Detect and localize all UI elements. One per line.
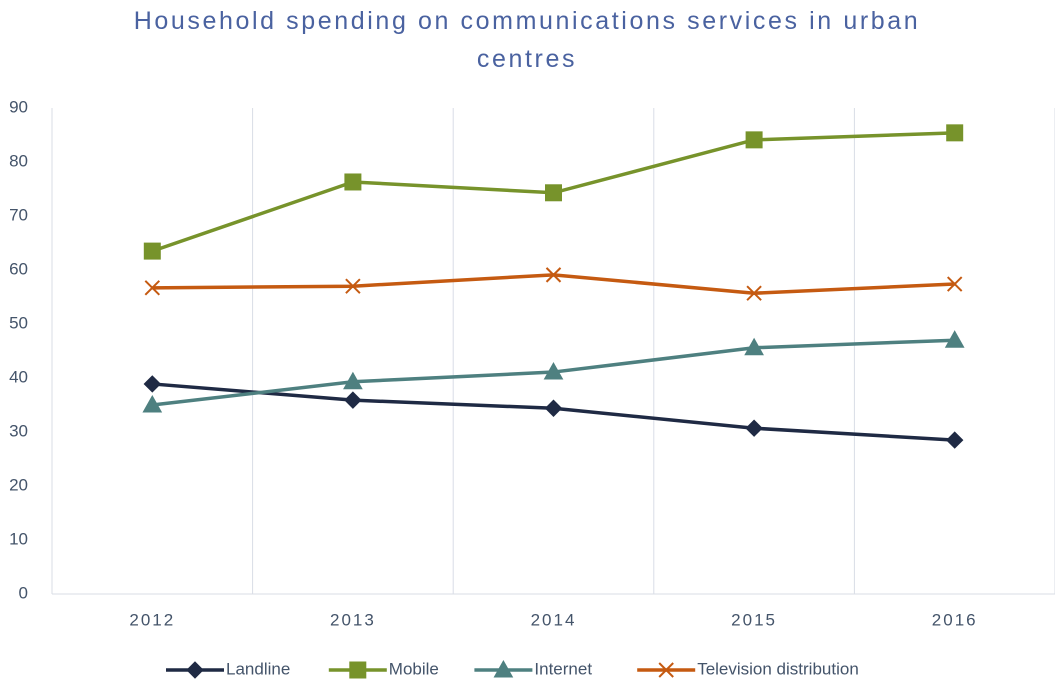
data-point — [144, 280, 161, 296]
data-point — [946, 276, 963, 292]
legend-marker — [658, 662, 674, 678]
y-tick-label: 30 — [9, 421, 28, 440]
data-point — [745, 131, 763, 149]
x-tick-label: 2014 — [531, 610, 577, 629]
y-tick-label: 80 — [9, 151, 28, 170]
legend-marker — [186, 661, 204, 679]
x-tick-label: 2012 — [129, 610, 175, 629]
chart-title: Household spending on communications ser… — [133, 7, 921, 73]
y-tick-label: 50 — [9, 313, 28, 332]
data-point — [946, 124, 964, 142]
data-point — [344, 173, 362, 191]
y-tick-label: 60 — [9, 259, 28, 278]
data-point — [545, 267, 562, 283]
y-tick-label: 0 — [19, 583, 28, 602]
y-tick-label: 70 — [9, 205, 28, 224]
series-line — [152, 273, 955, 295]
legend-label: Mobile — [389, 659, 439, 678]
y-tick-label: 90 — [9, 97, 28, 116]
data-point — [545, 184, 562, 202]
y-tick-label: 10 — [9, 529, 28, 548]
data-point — [745, 419, 763, 437]
data-point — [345, 278, 361, 294]
data-point — [945, 431, 964, 449]
data-point — [344, 391, 362, 409]
legend-label: Landline — [226, 659, 290, 678]
y-tick-label: 40 — [9, 367, 28, 386]
data-point — [143, 375, 162, 393]
data-point — [544, 399, 563, 417]
data-point — [944, 330, 965, 348]
legend-label: Television distribution — [697, 659, 859, 678]
legend-marker — [349, 661, 367, 679]
data-point — [142, 394, 163, 413]
x-tick-label: 2016 — [932, 610, 978, 629]
data-point — [744, 337, 764, 356]
legend-marker — [493, 659, 514, 678]
x-tick-label: 2013 — [330, 610, 376, 629]
data-point — [746, 285, 762, 301]
x-tick-label: 2015 — [731, 610, 777, 629]
data-point — [543, 362, 564, 380]
data-point — [143, 242, 161, 260]
data-point — [343, 371, 363, 390]
legend-label: Internet — [534, 659, 592, 678]
y-tick-label: 20 — [9, 475, 28, 494]
